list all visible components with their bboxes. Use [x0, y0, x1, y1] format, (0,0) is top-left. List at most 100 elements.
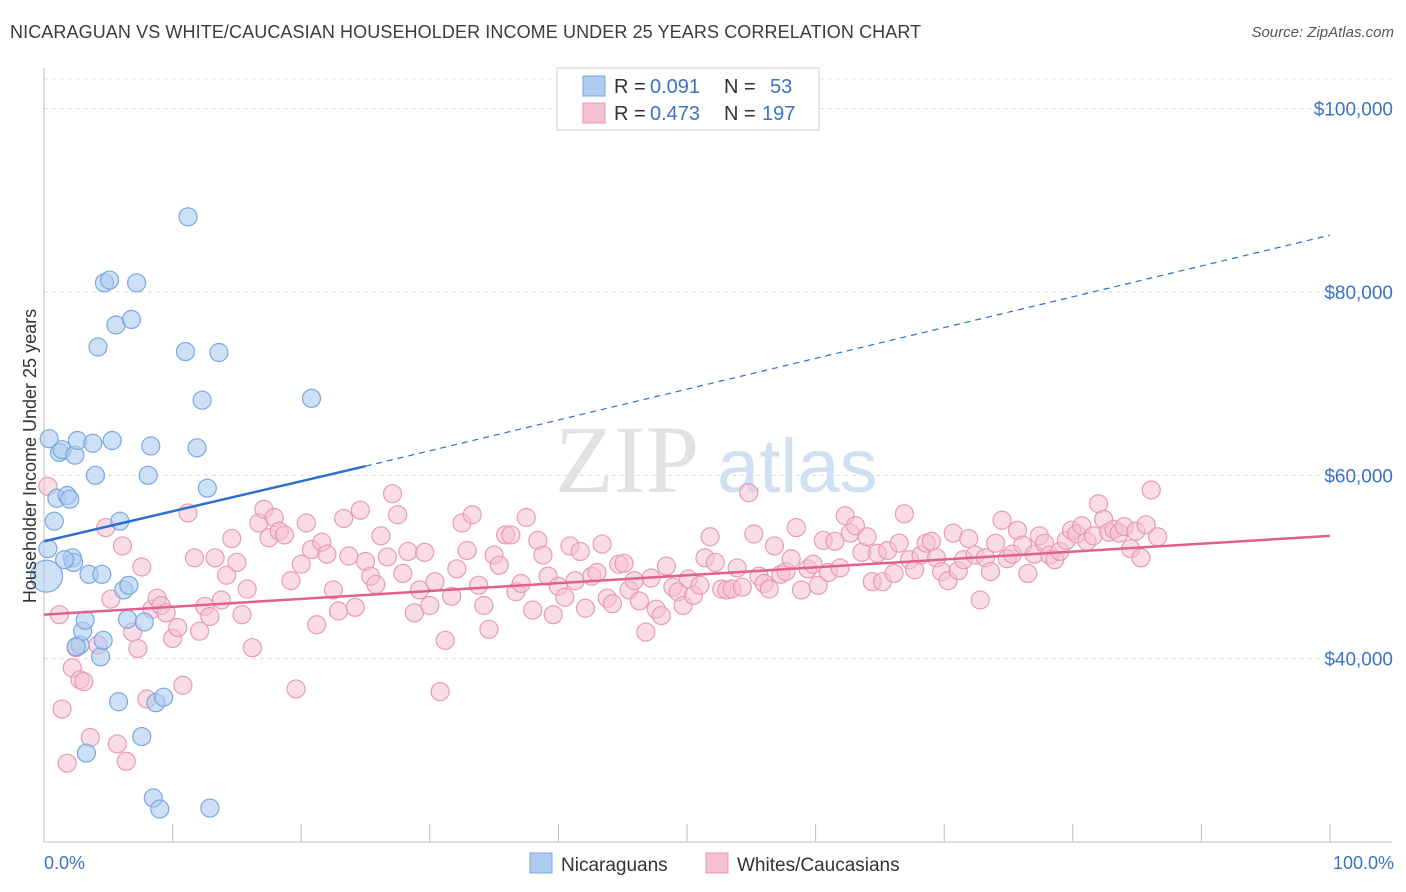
legend-n-value-1: 53	[770, 76, 792, 98]
axes	[43, 68, 1392, 843]
data-point-white	[857, 527, 877, 547]
data-point-white	[1141, 480, 1161, 500]
data-point-white	[781, 549, 801, 569]
data-point-white	[345, 597, 365, 617]
legend-n-label-2: N =	[724, 103, 756, 125]
data-point-nicaraguan	[178, 207, 198, 227]
data-point-nicaraguan	[99, 270, 120, 290]
data-point-white	[323, 580, 343, 600]
bottom-legend-swatch-pink	[705, 852, 729, 874]
data-point-white	[636, 622, 656, 642]
data-point-white	[398, 541, 418, 562]
data-point-white	[132, 557, 152, 577]
data-point-white	[845, 516, 866, 536]
data-point-white	[587, 562, 607, 583]
data-point-nicaraguan	[76, 743, 97, 763]
data-point-white	[533, 545, 553, 565]
legend-r-value-2: 0.473	[650, 103, 700, 125]
data-point-white	[602, 594, 623, 614]
data-point-nicaraguan	[126, 273, 147, 293]
data-point-white	[404, 603, 424, 623]
data-point-white	[705, 552, 725, 573]
data-point-white	[286, 679, 306, 699]
data-point-white	[281, 571, 301, 591]
data-point-white	[393, 563, 413, 584]
data-point-white	[328, 601, 349, 621]
trend-line-nicaraguans	[43, 464, 366, 543]
data-point-white	[690, 575, 710, 595]
data-point-white	[296, 513, 316, 533]
data-point-white	[112, 536, 133, 556]
trend-line-whites	[43, 534, 1331, 616]
data-point-white	[474, 595, 494, 616]
data-point-white	[74, 671, 94, 692]
data-point-white	[727, 558, 747, 578]
data-point-white	[479, 619, 499, 639]
data-point-nicaraguan	[54, 550, 75, 570]
data-point-white	[168, 617, 188, 638]
data-point-white	[190, 621, 210, 641]
data-point-white	[274, 525, 295, 545]
data-point-white	[575, 598, 596, 618]
data-point-white	[592, 534, 612, 554]
series-nicaraguans	[29, 207, 322, 819]
data-point-white	[425, 572, 445, 592]
data-point-nicaraguan	[83, 433, 103, 453]
series-whites-caucasians	[38, 476, 1168, 773]
data-point-nicaraguan	[93, 630, 113, 650]
data-point-white	[921, 531, 941, 551]
data-point-white	[523, 600, 543, 620]
y-tick-label: $100,000	[1314, 100, 1393, 121]
data-point-white	[614, 553, 634, 573]
data-point-white	[232, 605, 252, 625]
legend-swatch-blue	[582, 75, 606, 97]
data-point-white	[57, 753, 77, 773]
data-point-white	[184, 548, 205, 568]
data-point-white	[242, 638, 262, 658]
data-point-white	[462, 505, 482, 525]
data-point-white	[237, 579, 257, 599]
data-point-white	[350, 500, 370, 520]
data-point-nicaraguan	[66, 637, 86, 657]
data-point-nicaraguan	[88, 337, 108, 357]
legend-swatch-pink	[582, 102, 606, 124]
data-point-white	[435, 630, 455, 650]
trend-line-nicaraguans-extrapolated	[365, 234, 1331, 467]
data-point-white	[570, 541, 590, 562]
data-point-white	[1018, 563, 1038, 584]
data-point-white	[211, 590, 232, 610]
data-point-white	[366, 574, 386, 595]
data-point-white	[825, 531, 845, 551]
data-point-white	[759, 579, 779, 599]
data-point-white	[377, 547, 397, 567]
legend-r-value-1: 0.091	[650, 76, 700, 98]
data-point-nicaraguan	[138, 465, 158, 485]
bottom-legend-swatch-blue	[529, 852, 553, 874]
data-point-white	[447, 559, 467, 579]
data-point-white	[651, 605, 671, 626]
data-point-white	[227, 552, 247, 573]
y-tick-label: $80,000	[1324, 283, 1393, 304]
data-point-white	[516, 507, 536, 528]
data-point-nicaraguan	[29, 559, 64, 593]
data-point-white	[200, 606, 220, 627]
data-point-white	[1136, 515, 1156, 535]
series-legend: Nicaraguans Whites/Caucasians	[529, 852, 900, 876]
data-point-white	[291, 554, 311, 574]
data-point-white	[986, 533, 1006, 553]
y-tick-label: $60,000	[1324, 466, 1393, 487]
data-point-white	[744, 524, 764, 544]
data-point-white	[1131, 548, 1151, 568]
data-point-white	[116, 751, 136, 771]
data-point-nicaraguan	[90, 647, 111, 667]
data-point-white	[501, 525, 521, 545]
data-point-white	[889, 533, 909, 553]
data-point-white	[1148, 527, 1168, 547]
y-tick-labels: $40,000 $60,000 $80,000 $100,000	[1314, 100, 1393, 671]
data-point-white	[700, 527, 720, 547]
data-point-white	[732, 577, 752, 597]
data-point-nicaraguan	[39, 429, 59, 449]
data-point-nicaraguan	[197, 478, 217, 498]
correlation-legend: R = 0.091 N = 53 R = 0.473 N = 197	[556, 67, 820, 131]
